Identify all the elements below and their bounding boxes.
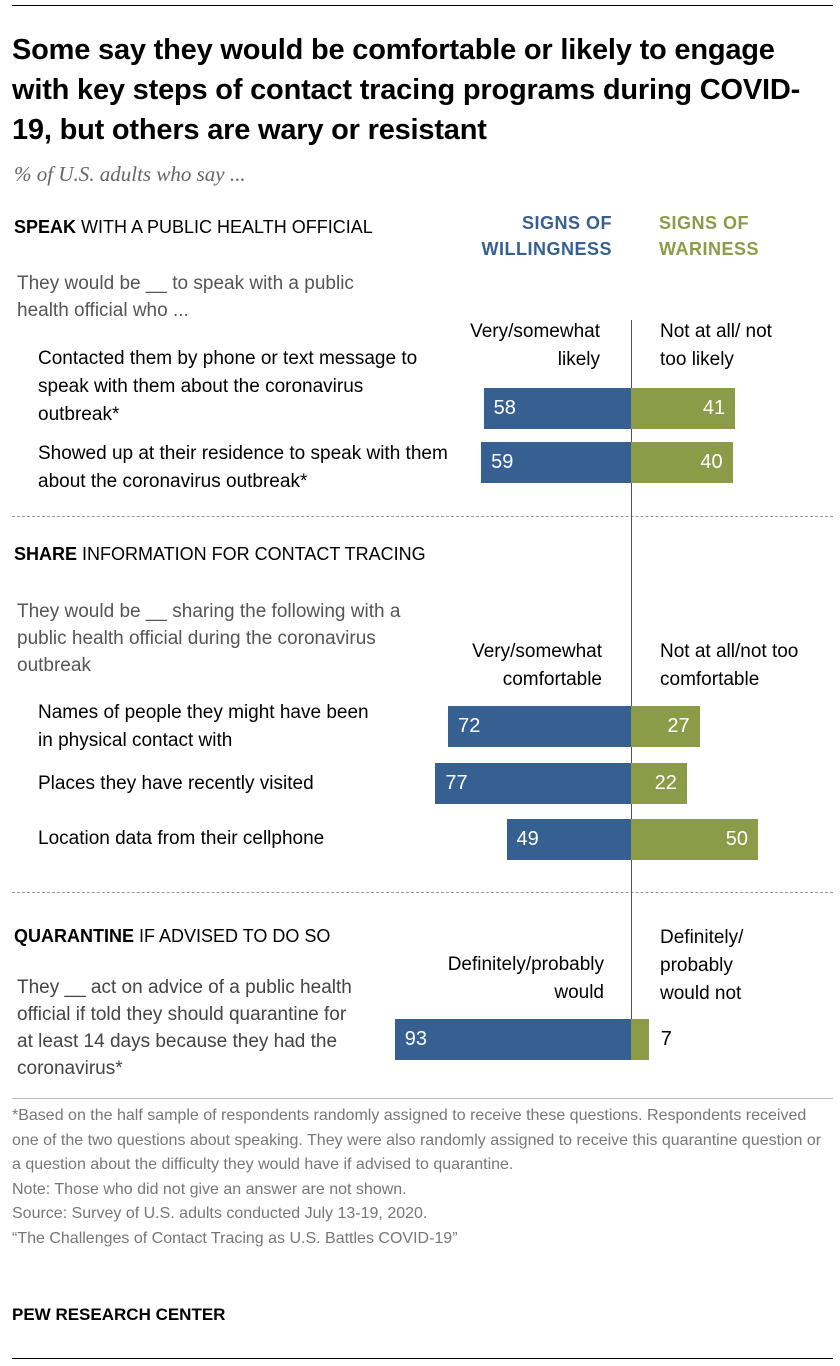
item-label: Showed up at their residence to speak wi… [38,443,448,492]
wariness-bar [631,1019,649,1060]
chart-title: Some say they would be comfortable or li… [12,34,801,146]
willingness-bar: 59 [481,442,631,483]
right-label-quarantine: Definitely/ probably would not [660,927,744,1004]
footnote-asterisk: *Based on the half sample of respondents… [12,1107,822,1173]
left-label-speak: Very/somewhat likely [470,321,600,370]
willingness-header: SIGNS OF WILLINGNESS [481,213,612,259]
section-heading-quarantine: QUARANTINE IF ADVISED TO DO SO [14,926,331,946]
wariness-bar: 50 [631,819,758,860]
section-divider [12,516,833,517]
footnote-note: Note: Those who did not give an answer a… [12,1180,407,1198]
right-label-share: Not at all/not too comfortable [660,641,799,690]
footnotes: *Based on the half sample of respondents… [12,1104,832,1251]
brand-logo-text: PEW RESEARCH CENTER [12,1305,226,1324]
wariness-header: SIGNS OF WARINESS [659,213,760,259]
center-axis [631,320,632,1060]
item-label: Contacted them by phone or text message … [38,348,418,425]
section-heading-speak: SPEAK WITH A PUBLIC HEALTH OFFICIAL [14,217,373,237]
question-share: They would be __ sharing the following w… [17,601,401,676]
section-divider [12,892,833,893]
footnote-rule [12,1098,833,1099]
footnote-report: “The Challenges of Contact Tracing as U.… [12,1229,458,1247]
wariness-value-label: 7 [660,1028,672,1050]
top-rule [12,5,833,6]
chart-subtitle: % of U.S. adults who say ... [14,162,246,186]
wariness-bar: 22 [631,763,687,804]
willingness-bar: 93 [394,1019,631,1060]
bottom-rule [12,1358,833,1359]
wariness-bar: 27 [631,706,700,747]
footnote-source: Source: Survey of U.S. adults conducted … [12,1205,428,1222]
item-label: Places they have recently visited [38,773,314,794]
wariness-bar: 41 [631,388,736,429]
wariness-bar: 40 [631,442,733,483]
right-label-speak: Not at all/ not too likely [660,321,772,370]
willingness-bar: 77 [435,763,631,804]
left-label-share: Very/somewhat comfortable [472,641,602,690]
left-label-quarantine: Definitely/probably would [447,954,604,1003]
item-label: Names of people they might have been in … [38,702,369,751]
section-heading-share: SHARE INFORMATION FOR CONTACT TRACING [14,544,426,564]
item-label: Location data from their cellphone [38,828,325,849]
willingness-bar: 58 [483,388,631,429]
question-speak: They would be __ to speak with a public … [17,273,354,321]
willingness-bar: 49 [506,819,631,860]
question-quarantine: They __ act on advice of a public health… [17,977,352,1079]
willingness-bar: 72 [448,706,631,747]
